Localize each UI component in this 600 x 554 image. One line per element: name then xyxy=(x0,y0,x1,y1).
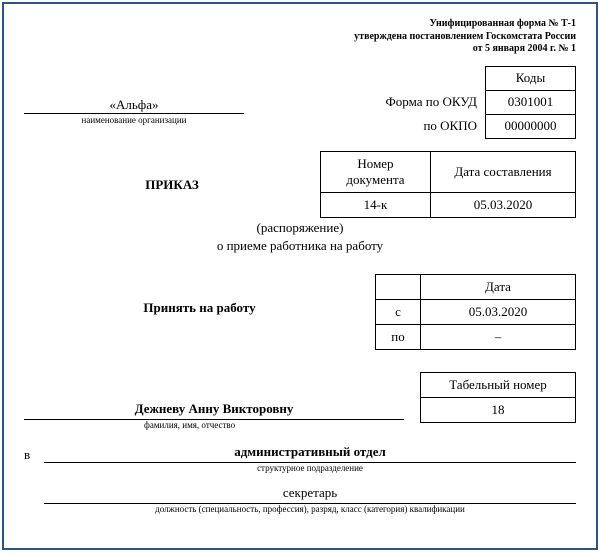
spacer xyxy=(386,66,478,90)
hire-to-value: – xyxy=(421,324,576,349)
okud-label: Форма по ОКУД xyxy=(386,90,478,114)
tabnum-table: Табельный номер 18 xyxy=(420,372,576,423)
okud-value: 0301001 xyxy=(486,90,576,114)
header-line2: утверждена постановлением Госкомстата Ро… xyxy=(24,31,576,44)
position-caption: должность (специальность, профессия), ра… xyxy=(44,504,576,514)
position-value: секретарь xyxy=(44,485,576,504)
okpo-label: по ОКПО xyxy=(386,114,478,138)
order-sub1: (распоряжение) xyxy=(24,220,576,236)
order-num-header: Номер документа xyxy=(321,151,431,192)
order-table: Номер документа Дата составления 14-к 05… xyxy=(320,151,576,218)
codes-title: Коды xyxy=(486,66,576,90)
dept-prefix: в xyxy=(24,447,44,463)
hire-table: Дата с 05.03.2020 по – xyxy=(375,274,576,350)
org-name: «Альфа» xyxy=(24,97,244,114)
tabnum-value: 18 xyxy=(421,397,576,422)
header-line3: от 5 января 2004 г. № 1 xyxy=(24,43,576,56)
hire-from-value: 05.03.2020 xyxy=(421,299,576,324)
order-date-value: 05.03.2020 xyxy=(431,192,576,217)
hire-to-label: по xyxy=(376,324,421,349)
dept-value: административный отдел xyxy=(44,444,576,463)
form-header: Унифицированная форма № Т-1 утверждена п… xyxy=(24,18,576,56)
org-caption: наименование организации xyxy=(24,115,244,125)
hire-spacer xyxy=(376,274,421,299)
hire-block: Принять на работу Дата с 05.03.2020 по – xyxy=(24,274,576,350)
hire-label: Принять на работу xyxy=(24,274,375,316)
order-title: ПРИКАЗ xyxy=(24,151,320,218)
order-sub2: о приеме работника на работу xyxy=(24,238,576,254)
order-num-value: 14-к xyxy=(321,192,431,217)
dept-row: в административный отдел xyxy=(24,444,576,463)
tabnum-header: Табельный номер xyxy=(421,372,576,397)
codes-table: Коды 0301001 00000000 xyxy=(485,66,576,139)
header-line1: Унифицированная форма № Т-1 xyxy=(24,18,576,31)
hire-date-header: Дата xyxy=(421,274,576,299)
okpo-value: 00000000 xyxy=(486,114,576,138)
employee-name: Дежневу Анну Викторовну xyxy=(24,401,404,420)
dept-caption: структурное подразделение xyxy=(44,463,576,473)
position-row: секретарь xyxy=(24,485,576,504)
hire-from-label: с xyxy=(376,299,421,324)
order-block: ПРИКАЗ Номер документа Дата составления … xyxy=(24,151,576,218)
document-form: Унифицированная форма № Т-1 утверждена п… xyxy=(2,2,598,550)
order-date-header: Дата составления xyxy=(431,151,576,192)
